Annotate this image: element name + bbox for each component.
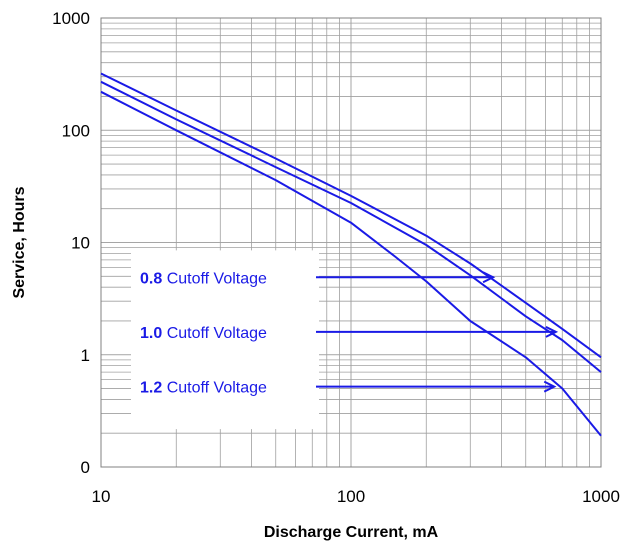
annotation-text: Cutoff Voltage [162, 325, 267, 342]
y-axis-label: Service, Hours [11, 186, 28, 298]
annotation-arrowhead [543, 380, 557, 393]
y-tick-label: 0 [81, 458, 90, 477]
annotation-text: Cutoff Voltage [162, 380, 267, 397]
y-tick-labels: 0 1 10 100 1000 [52, 9, 90, 477]
annotation-voltage: 1.2 [140, 380, 162, 397]
annotation-background [131, 250, 319, 430]
y-tick-label: 1000 [52, 9, 90, 28]
annotation-arrowhead [545, 325, 559, 338]
y-tick-label: 10 [71, 234, 90, 253]
x-tick-label: 100 [337, 487, 365, 506]
x-tick-labels: 10 100 1000 [92, 487, 620, 506]
annotation-label: 0.8 Cutoff Voltage [140, 270, 267, 287]
annotation-label: 1.0 Cutoff Voltage [140, 325, 267, 342]
x-tick-label: 10 [92, 487, 111, 506]
plot-frame [100, 17, 602, 468]
annotation-arrowhead [482, 271, 496, 284]
x-axis-label: Discharge Current, mA [264, 524, 439, 541]
annotation-voltage: 0.8 [140, 270, 162, 287]
series-line-1 [100, 72, 602, 359]
x-tick-label: 1000 [582, 487, 620, 506]
annotation-voltage: 1.0 [140, 325, 162, 342]
y-tick-label: 100 [62, 121, 90, 140]
series-line-3 [100, 90, 602, 437]
annotation-label: 1.2 Cutoff Voltage [140, 380, 267, 397]
grid-lines [100, 17, 602, 468]
y-tick-label: 1 [81, 346, 90, 365]
annotation-text: Cutoff Voltage [162, 270, 267, 287]
